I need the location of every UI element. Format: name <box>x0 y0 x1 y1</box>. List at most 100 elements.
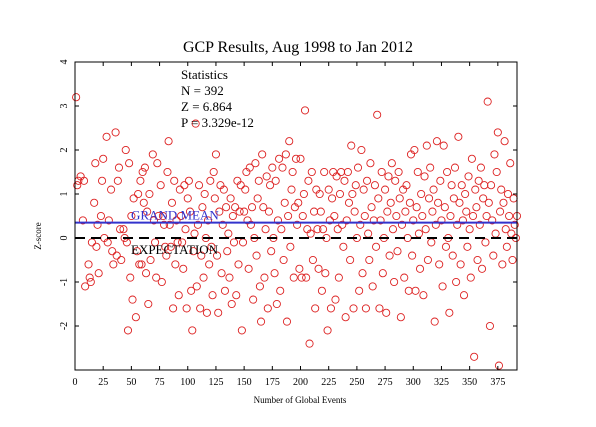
data-point <box>287 185 296 194</box>
data-point <box>408 251 417 260</box>
data-point <box>313 225 322 234</box>
data-point <box>432 137 441 146</box>
data-point <box>227 299 236 309</box>
data-point <box>171 260 180 269</box>
data-point <box>215 207 224 216</box>
data-point <box>116 225 125 234</box>
data-point <box>252 251 261 260</box>
data-point <box>489 251 498 260</box>
data-point <box>93 220 102 229</box>
data-point <box>346 255 355 265</box>
data-point <box>262 172 271 181</box>
data-point <box>143 207 152 216</box>
data-point <box>473 255 482 265</box>
data-point <box>377 167 386 177</box>
data-point <box>161 242 170 251</box>
data-point <box>492 167 501 177</box>
x-tick-label: 250 <box>349 377 364 388</box>
data-point <box>282 317 292 326</box>
data-point <box>384 172 393 181</box>
data-point <box>251 159 260 168</box>
data-point <box>293 220 302 229</box>
data-point <box>324 185 333 194</box>
x-tick-label: 350 <box>462 377 477 388</box>
data-point <box>176 211 186 221</box>
data-point <box>169 304 178 313</box>
data-point <box>205 260 214 269</box>
data-point <box>385 251 394 260</box>
data-point <box>211 150 220 159</box>
data-point <box>470 352 479 361</box>
x-tick-label: 150 <box>237 377 252 388</box>
data-point <box>289 273 298 282</box>
data-point <box>422 141 431 150</box>
data-point <box>304 176 313 185</box>
data-point <box>266 181 275 190</box>
data-point <box>482 211 491 221</box>
y-tick-label: 4 <box>59 60 70 65</box>
data-point <box>137 260 146 269</box>
data-point <box>367 203 376 212</box>
data-point <box>132 247 142 256</box>
data-point <box>510 220 519 229</box>
data-point <box>278 163 287 172</box>
chart-title: GCP Results, Aug 1998 to Jan 2012 <box>183 39 413 56</box>
x-tick-label: 0 <box>73 377 78 388</box>
data-point <box>341 313 350 322</box>
x-tick-label: 200 <box>293 377 308 388</box>
data-point <box>214 308 223 317</box>
data-point <box>348 189 357 199</box>
data-point <box>270 269 279 278</box>
data-point <box>325 216 334 225</box>
data-point <box>160 220 169 229</box>
data-point <box>182 304 191 313</box>
data-point <box>294 198 303 207</box>
data-point <box>268 163 277 172</box>
data-point <box>126 273 135 282</box>
data-point <box>264 207 273 216</box>
data-point <box>306 229 315 238</box>
data-point <box>298 211 307 221</box>
data-point <box>356 220 365 229</box>
data-point <box>438 282 447 291</box>
data-point <box>185 207 195 216</box>
plot-frame <box>74 61 518 371</box>
y-tick-label: 1 <box>59 192 70 197</box>
data-point <box>104 216 113 225</box>
data-point <box>153 159 162 168</box>
data-point <box>305 339 314 348</box>
data-point <box>247 203 257 212</box>
data-point <box>351 181 360 190</box>
data-point <box>136 176 145 185</box>
data-point <box>311 304 320 313</box>
data-point <box>395 194 404 203</box>
reference-lines <box>75 221 517 239</box>
data-point <box>390 277 399 287</box>
data-point <box>187 286 196 295</box>
data-point <box>344 198 354 207</box>
data-point <box>424 194 434 203</box>
data-point <box>178 238 187 247</box>
data-point <box>485 321 494 331</box>
data-point <box>340 176 349 185</box>
data-point <box>135 260 144 269</box>
data-point <box>368 282 377 291</box>
data-point <box>393 247 402 256</box>
data-point <box>418 211 427 221</box>
data-point <box>382 308 391 317</box>
data-point <box>439 141 448 150</box>
data-point <box>440 203 449 212</box>
data-point <box>453 220 462 229</box>
data-point <box>361 304 370 313</box>
data-point <box>73 181 82 190</box>
data-point <box>471 185 480 194</box>
data-point <box>488 216 497 225</box>
data-point <box>349 304 358 313</box>
data-point <box>419 291 428 300</box>
y-tick-label: 3 <box>59 104 70 109</box>
data-point <box>458 216 467 225</box>
data-point <box>276 286 285 295</box>
data-point <box>437 216 446 225</box>
data-point <box>272 299 281 309</box>
data-point <box>279 255 288 265</box>
